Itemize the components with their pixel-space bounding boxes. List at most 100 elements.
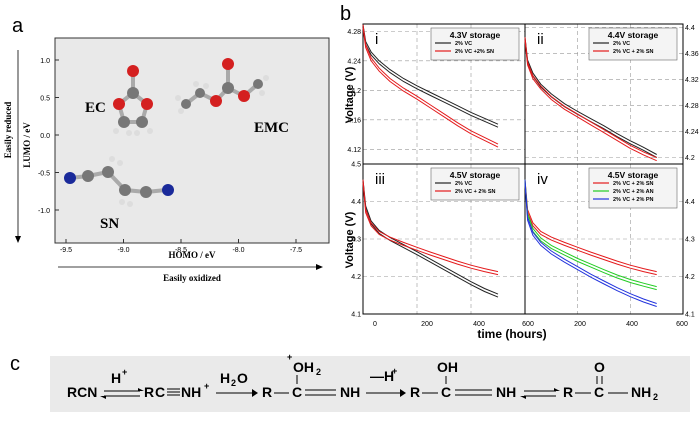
sn-molecule: [64, 156, 174, 207]
x-tick-label: -9.5: [60, 247, 72, 254]
x-tick-label: 200: [574, 321, 586, 328]
nh2: NH: [631, 384, 651, 400]
h2o-sub: 2: [231, 378, 236, 388]
legend-box: [430, 167, 520, 201]
panel-a-x-ticks: -9.5 -9.0 -8.5 -8.0 -7.5: [60, 239, 302, 254]
y-tick-label: 4.24: [685, 129, 699, 136]
emc-label: EMC: [254, 120, 289, 136]
c-1: C: [155, 384, 165, 400]
nh-plus-charge: +: [204, 381, 209, 391]
panel-a-x-arrow-head: [316, 264, 323, 270]
h2o-h: H: [220, 370, 230, 386]
legend-entry: 2% VC + 2% PN: [613, 197, 654, 203]
legend-entry: 2% VC + 2% SN: [455, 189, 496, 195]
y-tick-label: 0.0: [40, 133, 50, 140]
h-plus: H: [111, 370, 121, 386]
y-tick-label: 4.4: [685, 25, 695, 32]
panel-b-y-title-bottom: Voltage (V): [344, 211, 356, 268]
y-tick-label: 4.3: [685, 237, 695, 244]
y-tick-label: -0.5: [38, 171, 50, 178]
nh-1: NH: [340, 384, 360, 400]
y-tick-label: 4.5: [351, 162, 361, 169]
y-tick-label: 4.2: [351, 88, 361, 95]
oh2-sub: 2: [316, 367, 321, 377]
o: O: [594, 359, 605, 375]
legend-box: [430, 27, 520, 61]
nh-2: NH: [496, 384, 516, 400]
minus-h-plus: —H: [370, 368, 394, 384]
y-tick-label: 4.36: [685, 51, 699, 58]
panel-roman-label: iv: [537, 171, 548, 188]
series-line: [362, 27, 499, 128]
panel-a-x-axis-title: HOMO / eV: [169, 250, 216, 260]
series-line: [362, 182, 499, 298]
panel-a-y-ticks: 1.0 0.5 0.0 -0.5 -1.0: [38, 58, 59, 215]
legend-entry: 2% VC: [613, 41, 630, 47]
y-tick-label: 4.16: [347, 117, 361, 124]
y-tick-label: 1.0: [40, 58, 50, 65]
panel-roman-label: ii: [537, 31, 544, 48]
c-2: C: [292, 384, 302, 400]
y-tick-label: 4.2: [685, 274, 695, 281]
x-tick-label: -8.0: [232, 247, 244, 254]
h2o-o: O: [237, 370, 248, 386]
emc-molecule: [175, 58, 269, 114]
series-line-replicate: [524, 37, 657, 159]
ec-label: EC: [85, 100, 106, 116]
nh-plus: NH: [181, 384, 201, 400]
oh2: OH: [293, 359, 314, 375]
ec-molecule: [113, 65, 153, 136]
c-3: C: [441, 384, 451, 400]
panel-a-x-arrow-label: Easily oxidized: [163, 273, 221, 283]
nh2-sub: 2: [653, 392, 658, 402]
series-line-replicate: [362, 179, 499, 273]
series-line-replicate: [362, 24, 499, 125]
series-line: [524, 182, 657, 276]
panel-b-x-axis-title: time (hours): [477, 327, 546, 341]
legend-title: 4.5V storage: [450, 170, 501, 180]
panel-a-label: a: [12, 15, 24, 37]
panel-b-x-tick-labels: 0 200 400 600 200 400 600: [373, 321, 688, 328]
panel-b-label: b: [340, 3, 351, 25]
panel-c: c RCN H + R C NH + H 2 O R C: [10, 352, 690, 412]
legend-box: [588, 27, 678, 61]
series-line-replicate: [524, 37, 657, 155]
y-tick-label: 4.24: [347, 58, 361, 65]
y-tick-label: 4.28: [685, 103, 699, 110]
y-tick-label: 4.1: [351, 312, 361, 319]
panel-a: a 1.0 0.5 0.0 -0.5 -1.0 -9.5 -9.0 -8.5 -8.0 -7.5…: [3, 15, 330, 283]
series-line-replicate: [524, 179, 657, 273]
series-line-replicate: [524, 179, 657, 288]
r-2: R: [262, 384, 272, 400]
y-tick-label: 4.32: [685, 77, 699, 84]
series-line: [362, 182, 499, 276]
x-tick-label: 400: [473, 321, 485, 328]
panel-c-scheme-background: [50, 356, 690, 412]
reaction-scheme: RCN H + R C NH + H 2 O R C + OH: [67, 352, 658, 402]
series-line-replicate: [362, 24, 499, 145]
series-line: [524, 40, 657, 162]
r-1: R: [144, 384, 154, 400]
panel-a-y-arrow-head: [15, 236, 21, 243]
sn-label: SN: [100, 216, 119, 232]
panel-b-y-title-top: Voltage (V): [344, 66, 356, 123]
legend-entry: 2% VC + 2% AN: [613, 189, 654, 195]
y-tick-label: 4.3: [351, 237, 361, 244]
series-line-replicate: [362, 179, 499, 295]
series-line: [362, 27, 499, 148]
y-tick-label: 0.5: [40, 96, 50, 103]
legend-box: [588, 167, 678, 209]
legend-entry: 2% VC + 2% SN: [613, 49, 654, 55]
x-tick-label: 600: [676, 321, 688, 328]
panel-a-y-arrow-label: Easily reduced: [3, 102, 13, 159]
h-plus-charge: +: [122, 367, 127, 377]
legend-title: 4.4V storage: [608, 30, 659, 40]
x-tick-label: -7.5: [290, 247, 302, 254]
y-tick-label: 4.2: [351, 274, 361, 281]
